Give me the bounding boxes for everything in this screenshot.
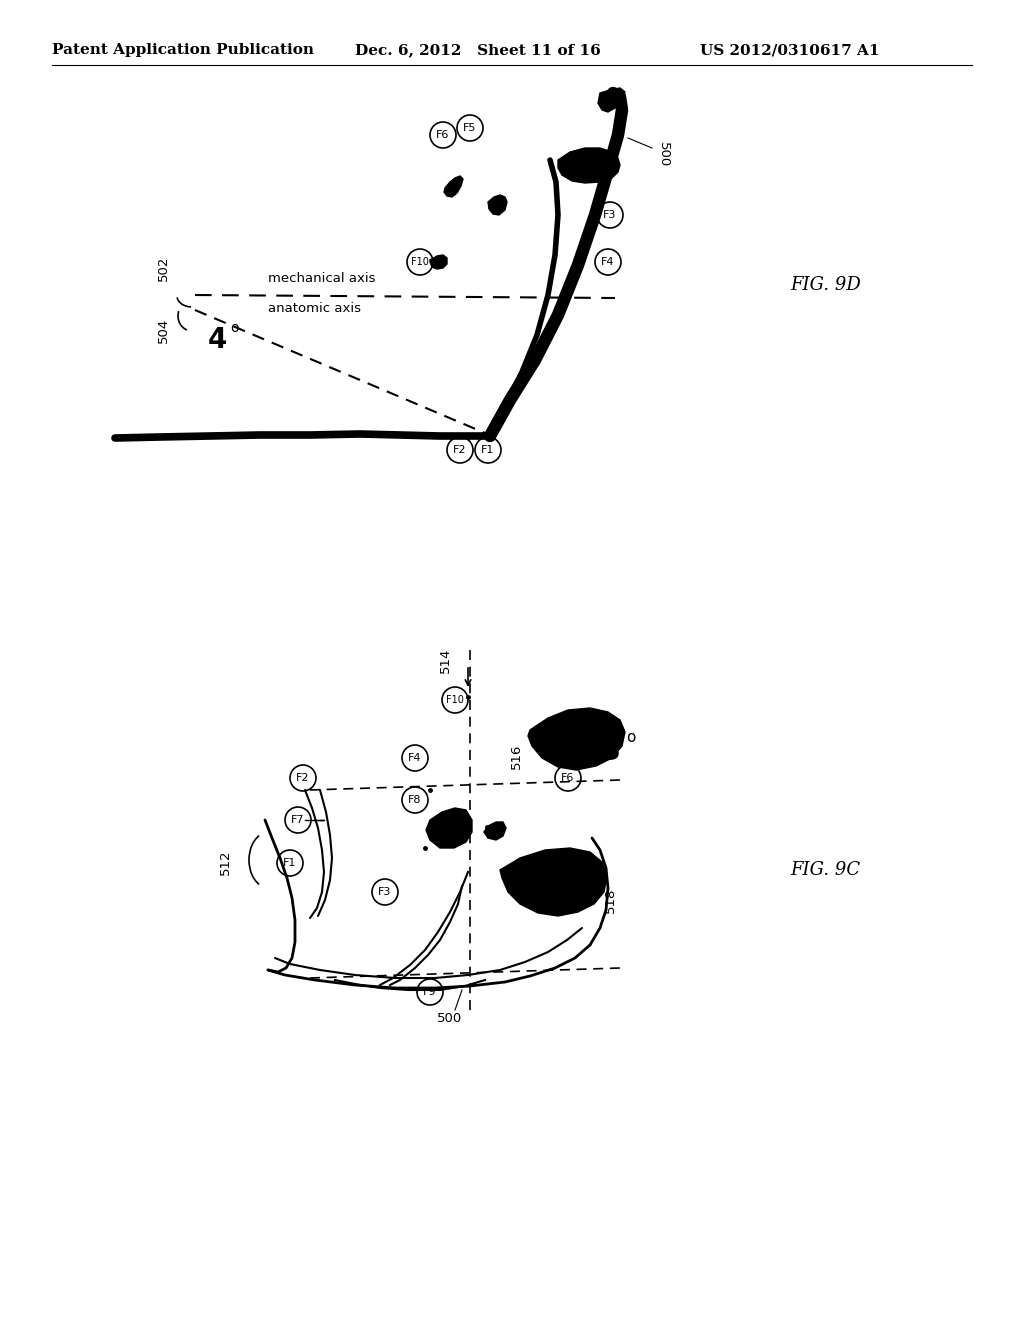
- Text: F3: F3: [603, 210, 616, 220]
- Text: 512: 512: [219, 849, 232, 875]
- Text: 500: 500: [437, 1012, 463, 1026]
- Text: FIG. 9C: FIG. 9C: [790, 861, 860, 879]
- Text: F10: F10: [446, 696, 464, 705]
- Text: F6: F6: [561, 774, 574, 783]
- Text: US 2012/0310617 A1: US 2012/0310617 A1: [700, 44, 880, 57]
- Text: F4: F4: [409, 752, 422, 763]
- Text: 3: 3: [600, 738, 622, 767]
- Polygon shape: [488, 195, 507, 215]
- Text: F6: F6: [436, 129, 450, 140]
- Text: FIG. 9D: FIG. 9D: [790, 276, 861, 294]
- Text: F1: F1: [481, 445, 495, 455]
- Text: 502: 502: [157, 255, 170, 281]
- Polygon shape: [558, 148, 620, 183]
- Text: F2: F2: [296, 774, 309, 783]
- Polygon shape: [430, 255, 447, 269]
- Text: o: o: [230, 321, 239, 335]
- Text: F8: F8: [409, 795, 422, 805]
- Text: Dec. 6, 2012   Sheet 11 of 16: Dec. 6, 2012 Sheet 11 of 16: [355, 44, 601, 57]
- Text: F2: F2: [454, 445, 467, 455]
- Text: 518: 518: [604, 887, 617, 912]
- Text: 4: 4: [208, 326, 227, 354]
- Text: 516: 516: [510, 743, 523, 768]
- Polygon shape: [444, 176, 463, 197]
- Polygon shape: [528, 708, 625, 770]
- Text: anatomic axis: anatomic axis: [268, 302, 361, 315]
- Polygon shape: [500, 847, 607, 916]
- Text: F7: F7: [291, 814, 305, 825]
- Text: F3: F3: [378, 887, 392, 898]
- Polygon shape: [484, 822, 506, 840]
- Text: F5: F5: [463, 123, 477, 133]
- Text: o: o: [626, 730, 635, 746]
- Text: F9: F9: [423, 987, 437, 997]
- Text: 514: 514: [439, 647, 452, 673]
- Text: F10: F10: [411, 257, 429, 267]
- Text: F1: F1: [284, 858, 297, 869]
- Polygon shape: [426, 808, 472, 847]
- Polygon shape: [598, 88, 625, 112]
- Text: 500: 500: [657, 143, 670, 168]
- Text: 504: 504: [157, 317, 170, 343]
- Text: F4: F4: [601, 257, 614, 267]
- Text: Patent Application Publication: Patent Application Publication: [52, 44, 314, 57]
- Text: F5: F5: [551, 890, 564, 900]
- Text: mechanical axis: mechanical axis: [268, 272, 376, 285]
